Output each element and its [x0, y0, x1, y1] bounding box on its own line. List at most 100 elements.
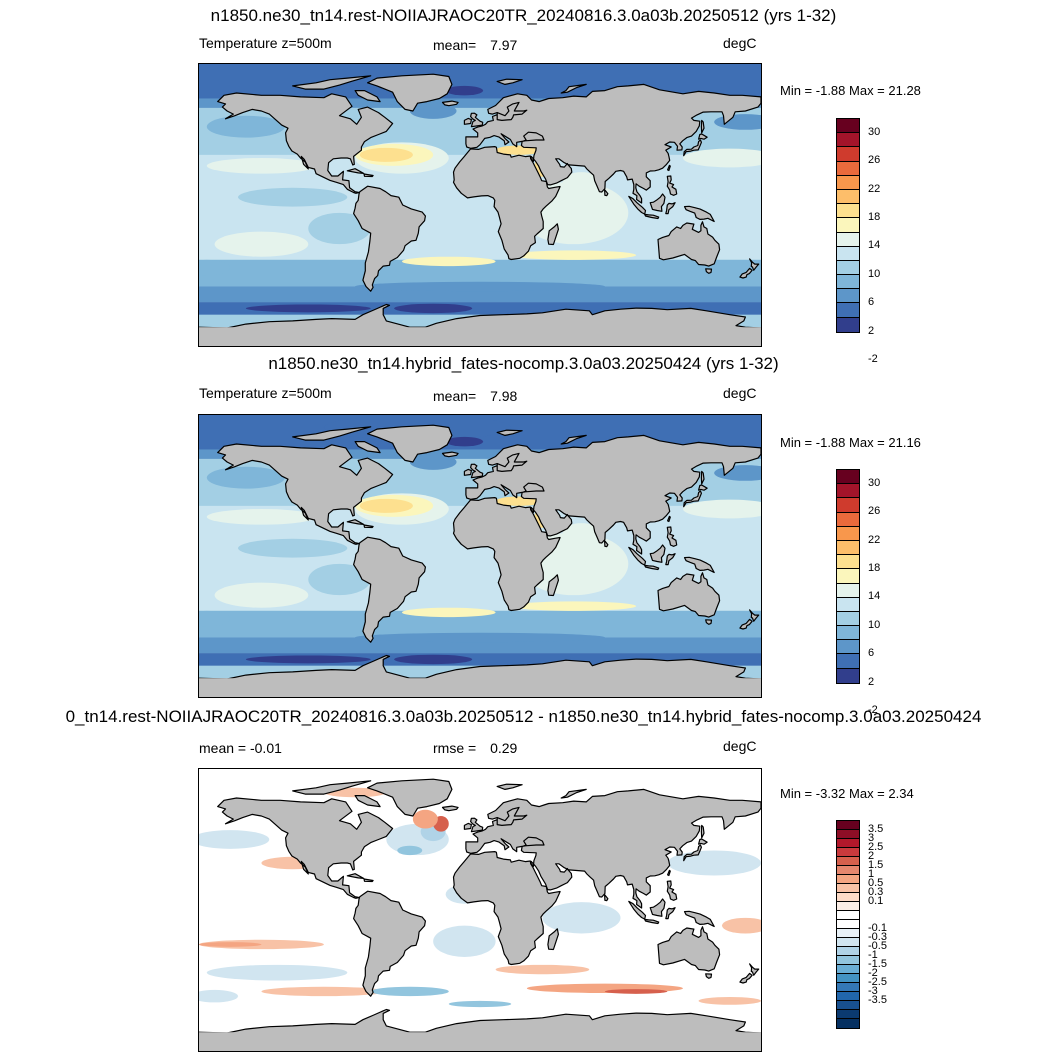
land-polygon: [217, 92, 394, 194]
colorbar-tick-label: -0.1: [868, 922, 887, 934]
colorbar-swatch: [837, 626, 859, 641]
ocean-anomaly: [261, 986, 387, 997]
land-polygon: [683, 490, 702, 508]
ocean-anomaly: [370, 986, 449, 997]
colorbar-swatch: [837, 947, 859, 956]
land-polygon: [452, 850, 561, 966]
ocean-anomaly: [401, 607, 496, 618]
colorbar-swatch: [837, 597, 859, 612]
land-polygon: [496, 78, 523, 85]
colorbar-swatch: [837, 1001, 859, 1010]
ocean-anomaly: [206, 115, 285, 138]
colorbar-swatch: [837, 821, 859, 830]
colorbar-tick-label: 0.5: [868, 877, 884, 889]
land-polygon: [665, 907, 676, 920]
land-polygon: [644, 213, 660, 220]
mean-value: 7.97: [490, 37, 518, 53]
land-polygon: [441, 805, 459, 812]
land-polygon: [465, 434, 761, 555]
colorbar-swatch: [837, 246, 859, 261]
land-polygon: [547, 574, 559, 597]
world-map-temperature-difference: [198, 768, 762, 1052]
ocean-anomaly: [206, 964, 348, 981]
ocean-anomaly: [214, 231, 309, 257]
colorbar-swatch: [837, 839, 859, 848]
land-polygon: [604, 188, 609, 197]
land-polygon: [657, 572, 721, 618]
land-polygon: [666, 526, 678, 547]
land-polygon: [698, 133, 708, 140]
colorbar-tick-label: 0.1: [868, 895, 884, 907]
units-label: degC: [723, 35, 757, 51]
land-polygon: [346, 873, 365, 880]
ocean-anomaly: [214, 582, 309, 608]
land-polygon: [496, 101, 528, 122]
land-polygon: [367, 73, 453, 112]
land-polygon: [683, 844, 702, 862]
colorbar-tick-label: -2: [868, 967, 878, 979]
land-polygon: [667, 515, 671, 523]
colorbar-swatch: [837, 512, 859, 527]
ocean-anomaly: [199, 942, 262, 947]
ocean-anomaly: [412, 809, 438, 829]
colorbar-swatch: [837, 956, 859, 965]
colorbar-swatch: [837, 289, 859, 304]
panel-title: 0_tn14.rest-NOIIAJRAOC20TR_20240816.3.0a…: [65, 707, 982, 726]
land-polygon: [667, 164, 671, 172]
ocean-anomaly: [445, 436, 484, 447]
land-polygon: [683, 556, 715, 574]
colorbar-swatch: [837, 484, 859, 499]
colorbar-swatch: [837, 884, 859, 893]
mean-label: mean= 7.97: [433, 37, 517, 53]
ocean-anomaly: [562, 523, 601, 542]
land-polygon: [470, 112, 484, 128]
panel-difference: 0_tn14.rest-NOIIAJRAOC20TR_20240816.3.0a…: [0, 702, 1047, 1052]
ocean-anomaly: [199, 989, 239, 1003]
land-polygon: [657, 221, 721, 267]
land-polygon: [441, 100, 459, 107]
map-canvas: [199, 769, 761, 1051]
colorbar-swatch: [837, 830, 859, 839]
land-polygon: [470, 463, 484, 479]
colorbar-swatch: [837, 260, 859, 276]
land-polygon: [649, 898, 666, 917]
land-polygon: [649, 544, 666, 563]
land-polygon: [705, 973, 713, 979]
rmse-label-text: rmse =: [433, 740, 477, 756]
colorbar-swatch: [837, 317, 859, 332]
land-polygon: [628, 900, 647, 920]
colorbar-swatch: [837, 204, 859, 219]
land-polygon: [292, 75, 372, 90]
land-polygon: [354, 90, 381, 103]
land-polygon: [463, 468, 472, 476]
land-polygon: [560, 83, 587, 94]
ocean-anomaly: [409, 103, 457, 119]
ocean-anomaly: [245, 655, 371, 664]
land-polygon: [353, 890, 426, 997]
ocean-anomaly: [206, 509, 317, 525]
ocean-anomaly: [355, 632, 605, 643]
land-polygon: [657, 926, 721, 972]
ocean-band: [199, 637, 761, 654]
land-polygon: [496, 783, 523, 790]
colorbar-swatch: [837, 938, 859, 947]
colorbar-swatch: [837, 540, 859, 556]
land-polygon: [346, 168, 365, 175]
land-polygon: [748, 609, 760, 622]
colorbar-tick-label: -3: [868, 985, 878, 997]
colorbar-tick-label: -2: [868, 703, 878, 716]
colorbar-tick-label: -2: [868, 352, 878, 365]
land-polygon: [628, 195, 647, 215]
antarctic-shelf: [199, 327, 761, 346]
land-polygon: [683, 910, 715, 928]
colorbar-swatch: [837, 232, 859, 247]
colorbar-swatch: [837, 965, 859, 974]
ocean-anomaly: [199, 830, 270, 849]
antarctic-shelf: [199, 678, 761, 697]
land-polygon: [292, 780, 372, 795]
ocean-anomaly: [511, 250, 637, 260]
map-canvas: [199, 415, 761, 697]
land-polygon: [465, 788, 761, 909]
ocean-anomaly: [355, 281, 605, 292]
colorbar-tick-label: 1.5: [868, 859, 884, 871]
